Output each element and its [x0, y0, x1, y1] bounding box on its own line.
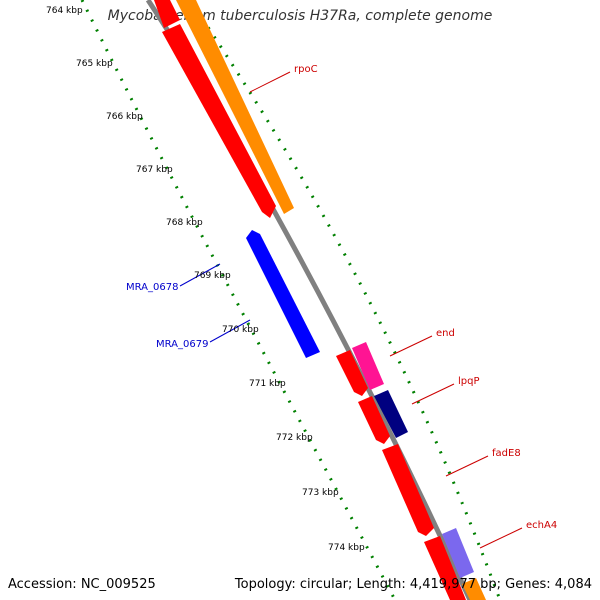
tick-label: 765 kbp [76, 59, 113, 69]
gene-arrow-2[interactable] [162, 24, 276, 218]
gene-label-MRA_0679: MRA_0679 [156, 339, 208, 350]
gene-labels: rpoC end lpqP fadE8 echA4 MRA_0678 MRA_0… [126, 64, 557, 531]
genome-summary: Topology: circular; Length: 4,419,977 bp… [234, 577, 592, 592]
gene-arrow-lpqP[interactable] [374, 390, 408, 438]
tick-label: 766 kbp [106, 112, 143, 122]
gene-arrow-4[interactable] [358, 396, 390, 444]
tick-labels: 764 kbp 765 kbp 766 kbp 767 kbp 768 kbp … [46, 6, 365, 553]
tick-label: 771 kbp [249, 379, 286, 389]
gene-arrow-echA4[interactable] [442, 528, 474, 578]
inner-tick-arc [80, 0, 397, 600]
tick-label: 768 kbp [166, 218, 203, 228]
tick-label: 770 kbp [222, 325, 259, 335]
gene-label-lpqP: lpqP [458, 376, 480, 387]
gene-arrow-3[interactable] [336, 350, 368, 396]
gene-label-fadE8: fadE8 [492, 448, 521, 459]
gene-label-echA4: echA4 [526, 520, 557, 531]
tick-label: 764 kbp [46, 6, 83, 16]
tick-label: 774 kbp [328, 543, 365, 553]
gene-label-MRA_0678: MRA_0678 [126, 282, 178, 293]
gene-arrow-5[interactable] [424, 536, 466, 600]
leader-lines [179, 71, 523, 549]
gene-label-rpoC: rpoC [294, 64, 318, 75]
forward-genes [154, 0, 486, 600]
tick-label: 767 kbp [136, 165, 173, 175]
gene-arrow-1[interactable] [154, 0, 180, 28]
outer-tick-arc [188, 0, 502, 600]
tick-label: 772 kbp [276, 433, 313, 443]
gene-arrow-end[interactable] [352, 342, 384, 390]
gene-arrow-rpoC[interactable] [176, 0, 294, 214]
gene-arrow-6[interactable] [462, 578, 486, 600]
tick-label: 773 kbp [302, 488, 339, 498]
gene-arrow-fadE8[interactable] [382, 444, 434, 536]
gene-label-end: end [436, 328, 455, 339]
accession-label: Accession: NC_009525 [8, 577, 156, 592]
tick-label: 769 kbp [194, 271, 231, 281]
gene-arrow-reverse[interactable] [246, 230, 320, 358]
